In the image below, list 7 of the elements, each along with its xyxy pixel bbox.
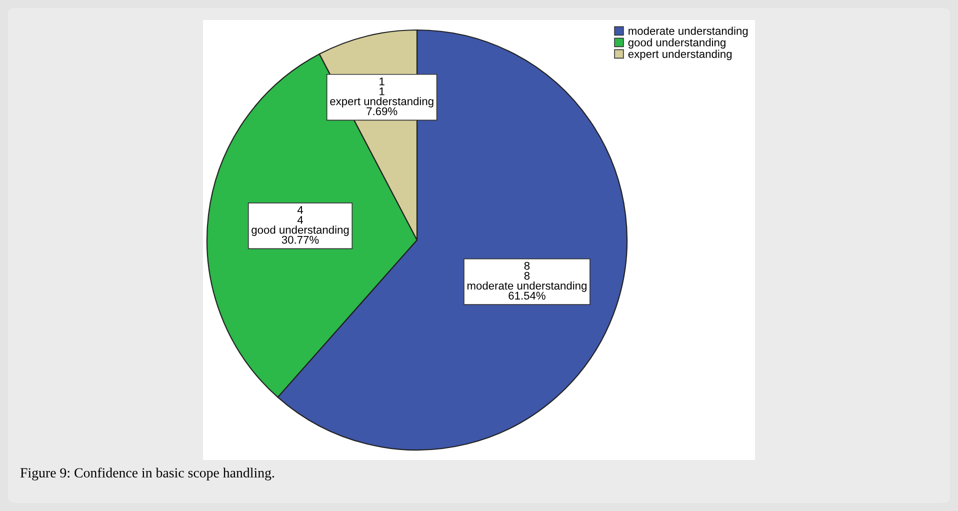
data-label: 4 4 good understanding 30.77%: [252, 206, 349, 244]
legend-label: moderate understanding: [628, 26, 748, 38]
caption: Figure 9: Confidence in basic scope handling.: [20, 468, 274, 480]
data-label: 8 8 moderate understanding 61.54%: [467, 262, 586, 300]
legend-label: expert understanding: [628, 50, 732, 60]
data-label: 1 1 expert understanding 7.69%: [330, 78, 434, 116]
legend-label: good understanding: [628, 38, 726, 49]
